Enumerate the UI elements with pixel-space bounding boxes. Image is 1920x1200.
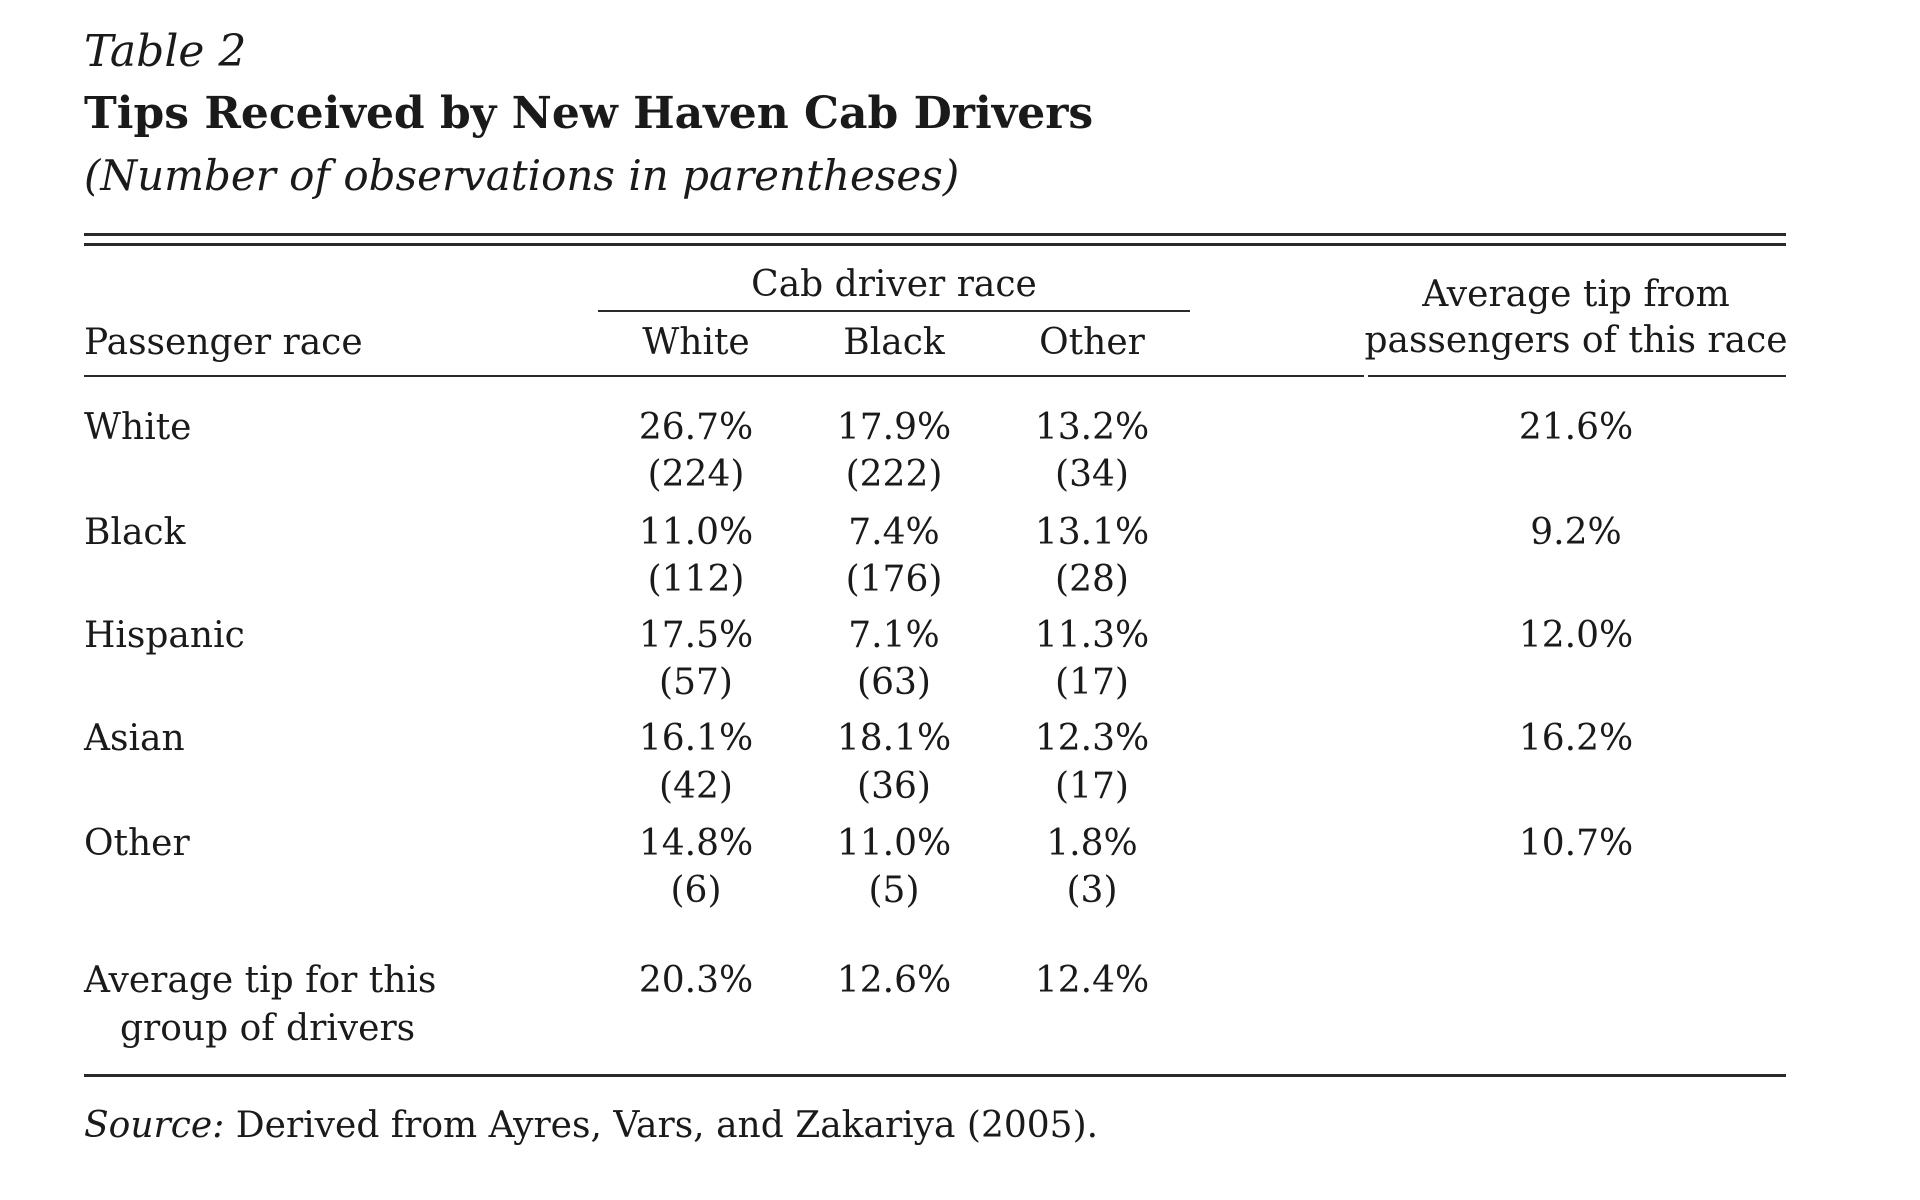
header-rule-left [84,375,1364,377]
count-cell: (17) [1055,662,1129,703]
top-rule-upper [84,233,1786,236]
count-cell: (17) [1055,766,1129,807]
driver-column-black: Black [843,322,945,363]
tip-cell: 18.1% [836,718,952,759]
count-cell: (57) [659,662,733,703]
table-number: Table 2 [84,26,247,77]
passenger-average-cell: 12.0% [1518,615,1634,656]
driver-race-group-header: Cab driver race [751,264,1037,305]
count-cell: (3) [1066,870,1118,911]
tip-cell: 1.8% [1046,823,1138,864]
count-cell: (6) [670,870,722,911]
passenger-average-cell: 16.2% [1518,718,1634,759]
tip-cell: 13.2% [1034,407,1150,448]
tip-cell: 13.1% [1034,512,1150,553]
source-text: Derived from Ayres, Vars, and Zakariya (… [235,1105,1099,1146]
tip-cell: 17.5% [638,615,754,656]
driver-race-group-rule [598,310,1190,312]
table-title: Tips Received by New Haven Cab Drivers [84,88,1094,139]
tip-cell: 7.1% [848,615,940,656]
count-cell: (34) [1055,454,1129,495]
header-rule-right [1368,375,1786,377]
tip-cell: 26.7% [638,407,754,448]
passenger-average-cell: 10.7% [1518,823,1634,864]
count-cell: (28) [1055,559,1129,600]
avg-column-header-line2: passengers of this race [1364,320,1788,361]
source-label: Source: [84,1105,225,1146]
driver-column-other: Other [1039,322,1145,363]
top-rule-lower [84,243,1786,246]
tip-cell: 11.3% [1034,615,1150,656]
count-cell: (112) [647,559,745,600]
driver-column-white: White [642,322,750,363]
tip-cell: 11.0% [638,512,754,553]
count-cell: (5) [868,870,920,911]
passenger-average-cell: 9.2% [1530,512,1622,553]
tip-cell: 14.8% [638,823,754,864]
count-cell: (222) [845,454,943,495]
tip-cell: 17.9% [836,407,952,448]
driver-average-cell: 12.6% [836,960,952,1001]
avg-column-header-line1: Average tip from [1422,274,1730,315]
passenger-average-cell: 21.6% [1518,407,1634,448]
driver-average-label-line2: group of drivers [120,1008,416,1049]
count-cell: (42) [659,766,733,807]
count-cell: (176) [845,559,943,600]
count-cell: (224) [647,454,745,495]
tip-cell: 12.3% [1034,718,1150,759]
driver-average-cell: 12.4% [1034,960,1150,1001]
row-label-white: White [84,407,192,448]
driver-average-label-line1: Average tip for this [84,960,437,1001]
tip-cell: 11.0% [836,823,952,864]
row-label-hispanic: Hispanic [84,615,245,656]
row-label-other: Other [84,823,190,864]
row-label-asian: Asian [84,718,185,759]
passenger-race-header: Passenger race [84,322,363,363]
tip-cell: 7.4% [848,512,940,553]
table-subtitle: (Number of observations in parentheses) [84,151,960,200]
row-label-black: Black [84,512,186,553]
bottom-rule [84,1074,1786,1077]
driver-average-cell: 20.3% [638,960,754,1001]
count-cell: (36) [857,766,931,807]
source-note: Source: Derived from Ayres, Vars, and Za… [84,1103,1098,1149]
tip-cell: 16.1% [638,718,754,759]
count-cell: (63) [857,662,931,703]
